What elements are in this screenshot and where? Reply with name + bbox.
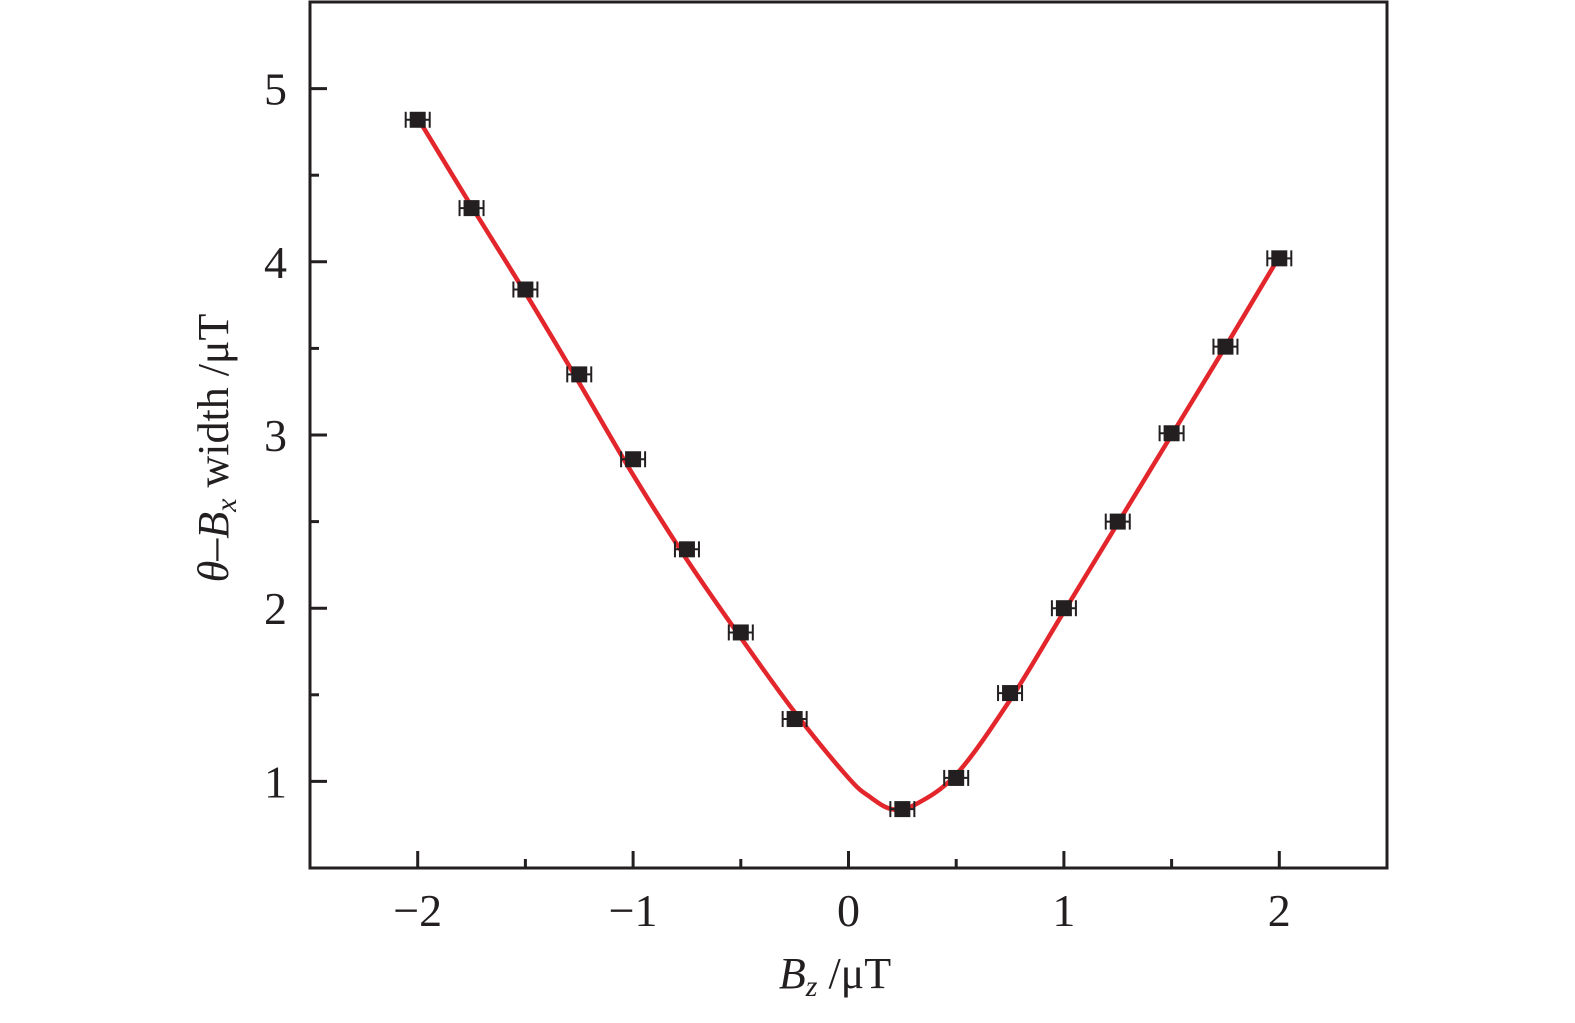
- point-marker: [1055, 600, 1072, 617]
- x-tick-label: 1: [1052, 885, 1075, 936]
- plot-frame: [308, 0, 1389, 870]
- point-marker: [678, 541, 695, 558]
- y-tick-label: 4: [264, 237, 287, 288]
- point-marker: [1271, 250, 1288, 267]
- fit-curve: [415, 116, 1282, 813]
- data-point: [458, 200, 485, 217]
- x-tick-label: −1: [609, 885, 658, 936]
- data-point: [889, 801, 916, 818]
- point-marker: [786, 711, 803, 728]
- point-marker: [1217, 338, 1234, 355]
- data-point: [1050, 600, 1077, 617]
- data-point: [1158, 425, 1185, 442]
- point-marker: [732, 624, 749, 641]
- point-marker: [625, 451, 642, 468]
- y-tick-label: 2: [264, 583, 287, 634]
- fit-curve-group: [415, 116, 1282, 813]
- x-tick-label: 0: [837, 885, 860, 936]
- data-point: [1266, 250, 1293, 267]
- data-point: [512, 281, 539, 298]
- data-point: [997, 685, 1024, 702]
- data-point: [566, 366, 593, 383]
- x-axis-title: Bz /μT: [779, 949, 891, 1003]
- ticks: −2 −1 0 1 2 1 2 3 4 5: [264, 64, 1291, 936]
- data-point: [781, 711, 808, 728]
- point-marker: [1109, 513, 1126, 530]
- point-marker: [409, 111, 426, 128]
- data-point: [620, 451, 647, 468]
- y-axis-title: θ–Bx width /μT: [189, 314, 243, 583]
- data-point: [727, 624, 754, 641]
- point-marker: [948, 769, 965, 786]
- y-tick-label: 5: [264, 64, 287, 115]
- y-tick-label: 1: [264, 756, 287, 807]
- data-points: [404, 111, 1293, 818]
- point-marker: [517, 281, 534, 298]
- point-marker: [894, 801, 911, 818]
- y-tick-label: 3: [264, 410, 287, 461]
- point-marker: [463, 200, 480, 217]
- point-marker: [1002, 685, 1019, 702]
- point-marker: [1163, 425, 1180, 442]
- point-marker: [571, 366, 588, 383]
- x-tick-label: −2: [393, 885, 442, 936]
- data-point: [404, 111, 431, 128]
- data-point: [673, 541, 700, 558]
- x-tick-label: 2: [1268, 885, 1291, 936]
- data-point: [943, 769, 970, 786]
- data-point: [1212, 338, 1239, 355]
- data-point: [1104, 513, 1131, 530]
